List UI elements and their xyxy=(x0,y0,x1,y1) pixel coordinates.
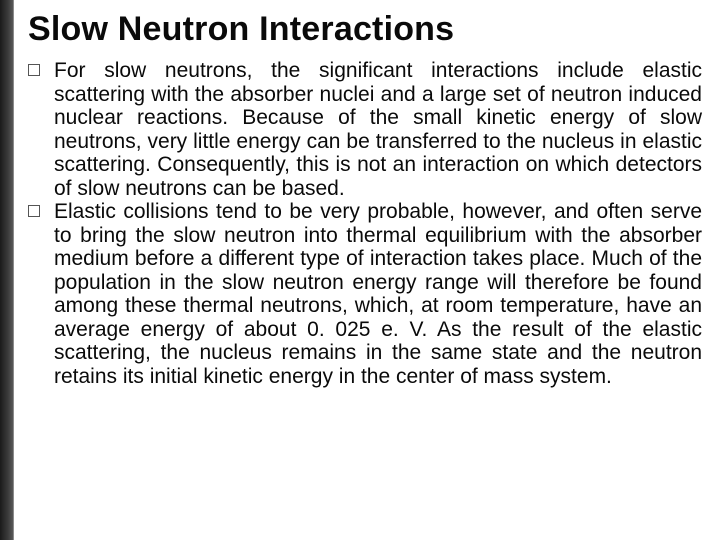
page-title: Slow Neutron Interactions xyxy=(28,10,702,49)
square-bullet-icon xyxy=(28,64,40,76)
square-bullet-icon xyxy=(28,205,40,217)
side-accent-bar xyxy=(0,0,14,540)
bullet-text: Elastic collisions tend to be very proba… xyxy=(54,200,702,388)
list-item: Elastic collisions tend to be very proba… xyxy=(28,200,702,388)
bullet-list: For slow neutrons, the significant inter… xyxy=(28,59,702,388)
bullet-text: For slow neutrons, the significant inter… xyxy=(54,59,702,200)
slide-container: Slow Neutron Interactions For slow neutr… xyxy=(14,0,720,540)
list-item: For slow neutrons, the significant inter… xyxy=(28,59,702,200)
